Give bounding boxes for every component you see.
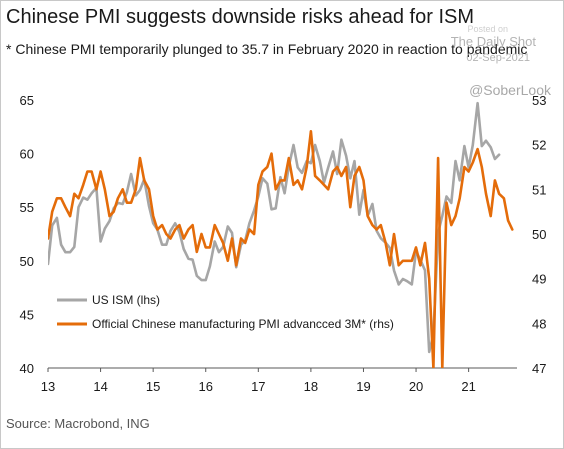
x-tick-label: 20 — [409, 379, 423, 394]
y-left-tick-label: 40 — [20, 361, 34, 376]
y-right-tick-label: 51 — [532, 182, 546, 197]
y-right-tick-label: 47 — [532, 361, 546, 376]
watermark-brand: The Daily Shot — [450, 34, 536, 49]
y-left-tick-label: 50 — [20, 254, 34, 269]
legend-label-us-ism: US ISM (lhs) — [92, 293, 160, 307]
y-left-tick-label: 55 — [20, 200, 34, 215]
source-note: Source: Macrobond, ING — [6, 416, 150, 431]
x-tick-label: 16 — [199, 379, 213, 394]
watermark-handle: @SoberLook — [469, 82, 551, 98]
x-tick-label: 13 — [41, 379, 55, 394]
x-tick-label: 14 — [93, 379, 107, 394]
y-right-tick-label: 53 — [532, 93, 546, 108]
series-us-ism-line — [48, 101, 501, 354]
chart-subtitle: * Chinese PMI temporarily plunged to 35.… — [6, 41, 528, 57]
y-right-tick-label: 52 — [532, 138, 546, 153]
x-tick-label: 15 — [146, 379, 160, 394]
series-china-pmi-line — [48, 130, 514, 368]
x-tick-label: 17 — [251, 379, 265, 394]
y-right-tick-label: 50 — [532, 227, 546, 242]
x-tick-label: 21 — [461, 379, 475, 394]
x-tick-label: 19 — [356, 379, 370, 394]
y-left-tick-label: 60 — [20, 147, 34, 162]
y-left-tick-label: 65 — [20, 93, 34, 108]
chart-title: Chinese PMI suggests downside risks ahea… — [6, 6, 474, 28]
y-left-tick-label: 45 — [20, 307, 34, 322]
legend-label-china-pmi: Official Chinese manufacturing PMI advan… — [92, 317, 394, 331]
y-right-tick-label: 48 — [532, 316, 546, 331]
watermark-posted-on: Posted on — [467, 24, 508, 34]
watermark-date: 02-Sep-2021 — [466, 52, 530, 64]
y-right-tick-label: 49 — [532, 272, 546, 287]
x-tick-label: 18 — [304, 379, 318, 394]
